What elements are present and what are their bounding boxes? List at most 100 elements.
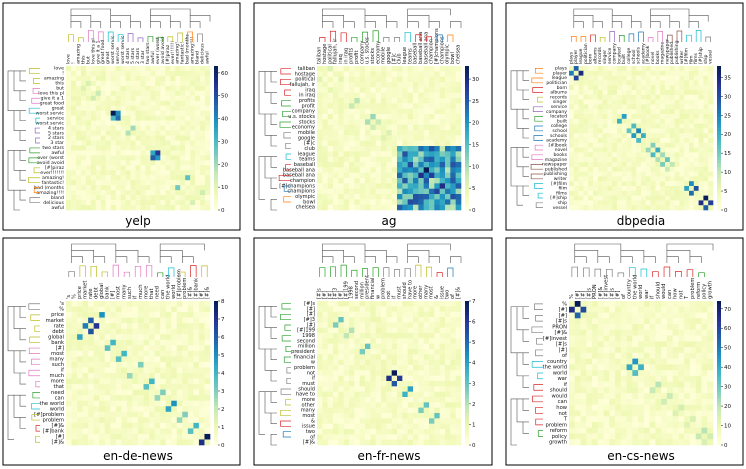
heatmap-cell [445, 108, 451, 115]
heatmap-cell [607, 147, 613, 153]
heatmap-cell [626, 306, 633, 313]
heatmap-cell [90, 80, 97, 87]
heatmap-cell [150, 85, 156, 92]
heatmap-cell [678, 318, 685, 325]
colorbar-step [214, 145, 218, 150]
colorbar-step [717, 98, 721, 103]
heatmap-cell [100, 190, 107, 196]
heatmap-cell [140, 175, 146, 181]
heatmap-cell [120, 90, 126, 97]
colorbar-step [465, 369, 469, 374]
heatmap-cell [418, 108, 424, 115]
heatmap-cell [588, 171, 594, 177]
heatmap-cell [423, 429, 430, 435]
row-label: bad (months [34, 185, 64, 191]
heatmap-cell [574, 329, 581, 336]
heatmap-cell [573, 109, 579, 115]
heatmap-cell [455, 354, 462, 360]
heatmap-cell [121, 323, 128, 329]
heatmap-cell [125, 75, 131, 82]
heatmap-cell [327, 156, 334, 163]
heatmap-cell [85, 75, 92, 82]
dendrogram-link [130, 21, 141, 28]
row-label: albums [550, 90, 567, 96]
heatmap-cell [597, 186, 603, 192]
heatmap-cell [165, 190, 171, 196]
column-label: love [65, 54, 71, 64]
heatmap-cell [160, 130, 166, 136]
heatmap-cell [359, 82, 366, 88]
heatmap-cell [407, 354, 414, 360]
heatmap-cell [349, 306, 355, 312]
heatmap-cell [193, 428, 200, 435]
colorbar-step [717, 199, 721, 204]
heatmap-cell [317, 71, 323, 77]
heatmap-cell [698, 138, 704, 144]
heatmap-cell [175, 90, 181, 97]
heatmap-cell [402, 349, 408, 355]
heatmap-cell [71, 306, 78, 313]
colorbar-step [465, 156, 469, 160]
heatmap-cell [574, 312, 581, 319]
heatmap-cell [429, 194, 435, 200]
heatmap-cell [160, 160, 166, 166]
heatmap-cell [397, 146, 403, 152]
heatmap-cell [665, 190, 671, 196]
heatmap-cell [386, 146, 392, 152]
heatmap-cell [455, 322, 462, 328]
heatmap-cell [402, 124, 408, 131]
heatmap-cell [666, 335, 673, 342]
heatmap-cell [407, 98, 414, 104]
heatmap-cell [586, 312, 593, 319]
heatmap-cell [679, 94, 685, 100]
heatmap-cell [327, 124, 334, 131]
column-label: love this pl [90, 38, 96, 64]
heatmap-cell [672, 312, 679, 319]
heatmap-cell [138, 367, 144, 374]
heatmap-cell [365, 413, 371, 419]
column-label: most [116, 286, 122, 299]
heatmap-cell [349, 359, 355, 366]
heatmap-cell [125, 105, 131, 111]
heatmap-cell [75, 85, 82, 92]
heatmap-cell [650, 118, 656, 124]
heatmap-cell [703, 195, 709, 201]
heatmap-cell [354, 381, 360, 387]
heatmap-cell [77, 301, 83, 307]
dendrogram-link [407, 250, 430, 257]
heatmap-cell [125, 160, 131, 166]
heatmap-cell [641, 85, 647, 91]
heatmap-cell [322, 407, 328, 414]
heatmap-cell [88, 306, 94, 313]
heatmap-cell [621, 171, 627, 177]
heatmap-cell [661, 341, 668, 348]
heatmap-cell [391, 114, 398, 120]
heatmap-cell [338, 381, 344, 387]
heatmap-cell [434, 124, 440, 131]
heatmap-cell [138, 417, 144, 424]
dendrogram-link [534, 68, 543, 74]
dendrogram-link [573, 21, 584, 28]
heatmap-cell [154, 400, 161, 407]
heatmap-cell [402, 434, 408, 440]
heatmap-cell [145, 66, 151, 72]
heatmap-cell [455, 66, 462, 72]
heatmap-cell [333, 391, 339, 398]
heatmap-cell [660, 157, 666, 163]
heatmap-cell [597, 118, 603, 124]
heatmap-cell [317, 76, 323, 83]
heatmap-cell [327, 162, 334, 168]
heatmap-cell [105, 105, 111, 111]
heatmap-cell [204, 400, 211, 407]
heatmap-cell [190, 190, 196, 196]
heatmap-cell [674, 186, 680, 192]
heatmap-cell [150, 165, 156, 171]
column-label: fallujah, ir [333, 38, 339, 64]
heatmap-cell [75, 200, 82, 206]
dendrogram-link [137, 37, 144, 42]
heatmap-cell [193, 323, 200, 329]
heatmap-cell [132, 328, 139, 335]
heatmap-cell [450, 172, 456, 179]
heatmap-cell [343, 397, 350, 403]
heatmap-cell [641, 114, 647, 120]
